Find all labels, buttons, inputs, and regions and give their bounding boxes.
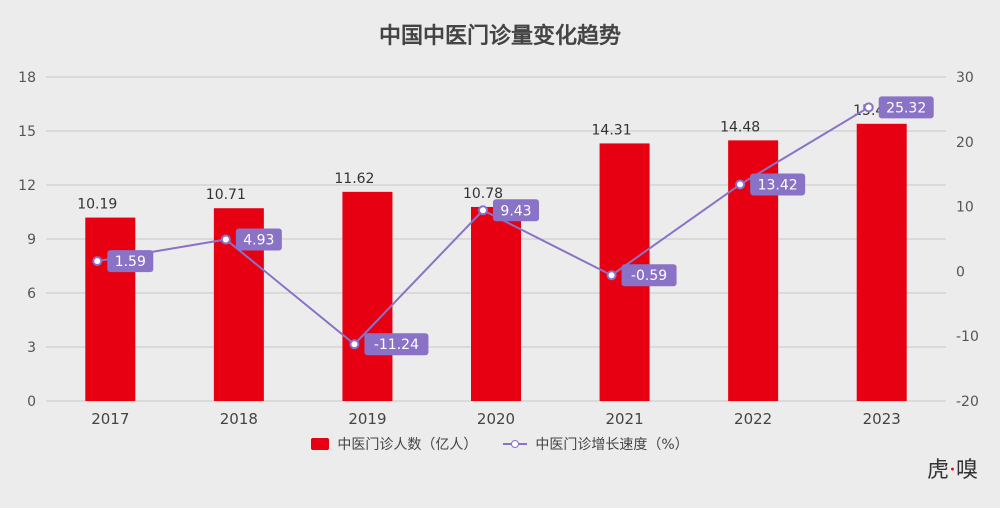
x-axis: 2017 2018 2019 2020 2021 2022 2023 [91, 410, 901, 428]
right-y-tick: 30 [956, 70, 974, 86]
right-y-tick: -20 [956, 394, 979, 410]
legend-line-label: 中医门诊增长速度（%） [535, 437, 689, 453]
line-point [92, 256, 103, 267]
bar [85, 217, 136, 401]
x-tick-label: 2020 [477, 410, 515, 428]
bar [342, 191, 393, 401]
line-data-label: 9.43 [500, 203, 531, 219]
right-y-tick: 20 [956, 135, 974, 151]
x-tick-label: 2019 [348, 410, 386, 428]
legend: 中医门诊人数（亿人） 中医门诊增长速度（%） [0, 434, 1000, 454]
watermark-logo: 虎·嗅 [926, 458, 978, 483]
line-label-box [493, 199, 539, 222]
line-series: 1.59 4.93 -11.24 9.43 -0.59 13.42 25.32 [92, 96, 934, 356]
left-y-tick: 15 [18, 124, 36, 140]
x-tick-label: 2022 [734, 410, 772, 428]
right-y-tick: 0 [956, 264, 965, 280]
x-tick-label: 2021 [605, 410, 643, 428]
legend-line-swatch [503, 438, 528, 450]
right-y-axis: -20 -10 0 10 20 30 [956, 70, 979, 410]
left-y-tick: 6 [27, 286, 36, 302]
x-tick-label: 2023 [863, 410, 901, 428]
line-data-label: 1.59 [115, 254, 146, 270]
legend-item-line[interactable]: 中医门诊增长速度（%） [503, 434, 689, 454]
left-y-tick: 0 [27, 394, 36, 410]
line-data-label: -11.24 [374, 337, 419, 353]
legend-item-bars[interactable]: 中医门诊人数（亿人） [311, 434, 477, 454]
line-point [349, 339, 360, 350]
left-y-tick: 18 [18, 70, 36, 86]
left-y-axis: 0 3 6 9 12 15 18 [18, 70, 36, 410]
line-data-label: 13.42 [758, 177, 798, 193]
left-y-tick: 9 [27, 232, 36, 248]
line-point [863, 102, 874, 113]
legend-bar-label: 中医门诊人数（亿人） [337, 437, 478, 453]
left-y-tick: 12 [18, 178, 36, 194]
x-tick-label: 2018 [220, 410, 258, 428]
bar-data-label: 14.48 [720, 119, 760, 135]
line-point [478, 205, 488, 216]
line-label-box [621, 264, 677, 287]
bar-data-label: 10.19 [77, 197, 117, 213]
line-label-box [878, 96, 934, 119]
line-label-box [750, 173, 806, 196]
line-label-box [235, 228, 282, 251]
line-data-label: -0.59 [631, 268, 667, 284]
chart-title: 中国中医门诊量变化趋势 [378, 24, 621, 49]
bar-data-label: 10.78 [463, 186, 503, 202]
legend-bar-swatch [311, 438, 330, 450]
left-y-tick: 3 [27, 340, 36, 356]
right-y-tick: -10 [956, 329, 979, 345]
bar-data-label: 11.62 [334, 171, 374, 187]
x-tick-label: 2017 [91, 410, 129, 428]
line-point [735, 179, 746, 190]
line-point [220, 234, 231, 245]
line-label-box [107, 250, 154, 273]
bar-data-label: 10.71 [206, 187, 246, 203]
line-label-box [364, 333, 429, 356]
right-y-tick: 10 [956, 200, 974, 216]
line-data-label: 4.93 [243, 232, 274, 248]
bar [856, 123, 907, 402]
line-data-label: 25.32 [886, 100, 926, 116]
bar-data-label: 14.31 [592, 122, 632, 138]
line-point [606, 270, 617, 281]
bar [471, 206, 521, 401]
